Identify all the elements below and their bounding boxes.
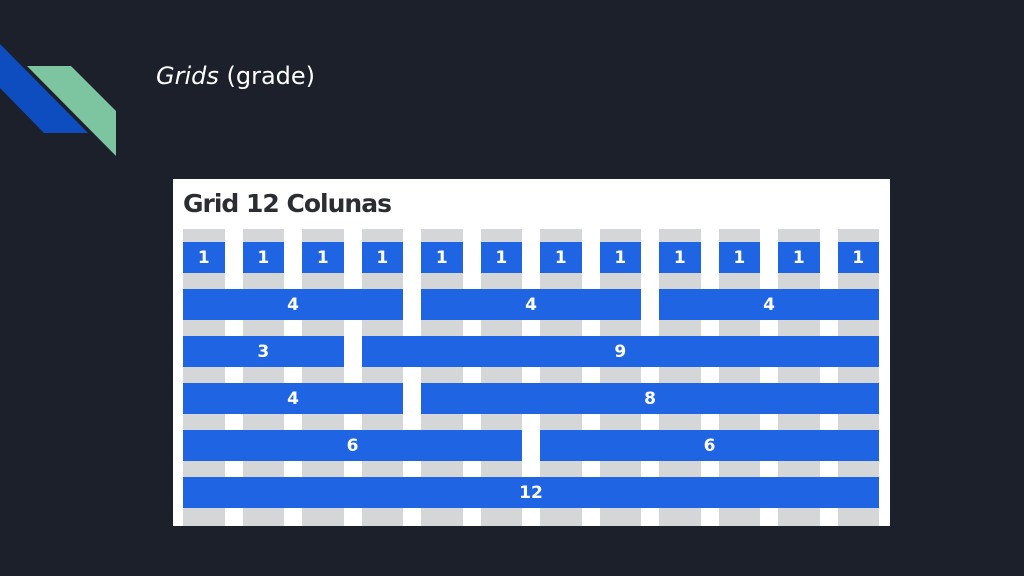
- grid-column-stripe: [480, 229, 522, 526]
- grid-span-block: 1: [242, 242, 284, 273]
- grid-span-block: 8: [421, 383, 879, 414]
- grid-column-stripe: [718, 229, 760, 526]
- slide-title-emphasis: Grids: [156, 62, 219, 90]
- grid-column-stripe: [361, 229, 403, 526]
- grid-area: 1 1 1 1 1 1 1 1 1 1 1 1 4 4 4 3 9 4 8 6 6 12: [183, 229, 881, 526]
- grid-span-block: 1: [302, 242, 344, 273]
- grid-span-block: 1: [778, 242, 820, 273]
- grid-span-block: 4: [659, 289, 879, 320]
- grid-span-block: 3: [183, 336, 344, 367]
- slide-title-rest: (grade): [218, 62, 316, 90]
- teal-stripe-shape: [27, 66, 116, 156]
- blue-stripe-shape: [0, 44, 88, 133]
- slide-title: Grids (grade): [156, 56, 315, 96]
- grid-span-block: 1: [540, 242, 582, 273]
- grid-span-block: 1: [718, 242, 760, 273]
- grid-column-stripe: [599, 229, 641, 526]
- grid-column-stripe: [659, 229, 701, 526]
- grid-span-block: 9: [361, 336, 879, 367]
- grid-span-block: 1: [421, 242, 463, 273]
- grid-span-block: 1: [659, 242, 701, 273]
- grid-column-stripe: [242, 229, 284, 526]
- grid-span-block: 6: [540, 430, 879, 461]
- grid-column-stripe: [421, 229, 463, 526]
- corner-decoration: [0, 44, 116, 156]
- grid-column-stripe: [302, 229, 344, 526]
- grid-span-block: 4: [183, 383, 403, 414]
- grid-span-block: 1: [480, 242, 522, 273]
- grid-figure: Grid 12 Colunas 1 1 1 1 1 1 1 1 1 1 1 1 4 4 4 3 9 4 8 6 6 12: [173, 179, 890, 526]
- grid-span-block: 12: [183, 477, 879, 508]
- grid-span-block: 4: [421, 289, 641, 320]
- grid-column-stripe: [837, 229, 879, 526]
- figure-title: Grid 12 Colunas: [183, 189, 392, 218]
- grid-column-stripe: [540, 229, 582, 526]
- grid-column-stripe: [778, 229, 820, 526]
- grid-span-block: 1: [183, 242, 225, 273]
- grid-column-stripe: [183, 229, 225, 526]
- grid-span-block: 1: [837, 242, 879, 273]
- grid-span-block: 6: [183, 430, 522, 461]
- grid-span-block: 1: [599, 242, 641, 273]
- grid-span-block: 4: [183, 289, 403, 320]
- grid-span-block: 1: [361, 242, 403, 273]
